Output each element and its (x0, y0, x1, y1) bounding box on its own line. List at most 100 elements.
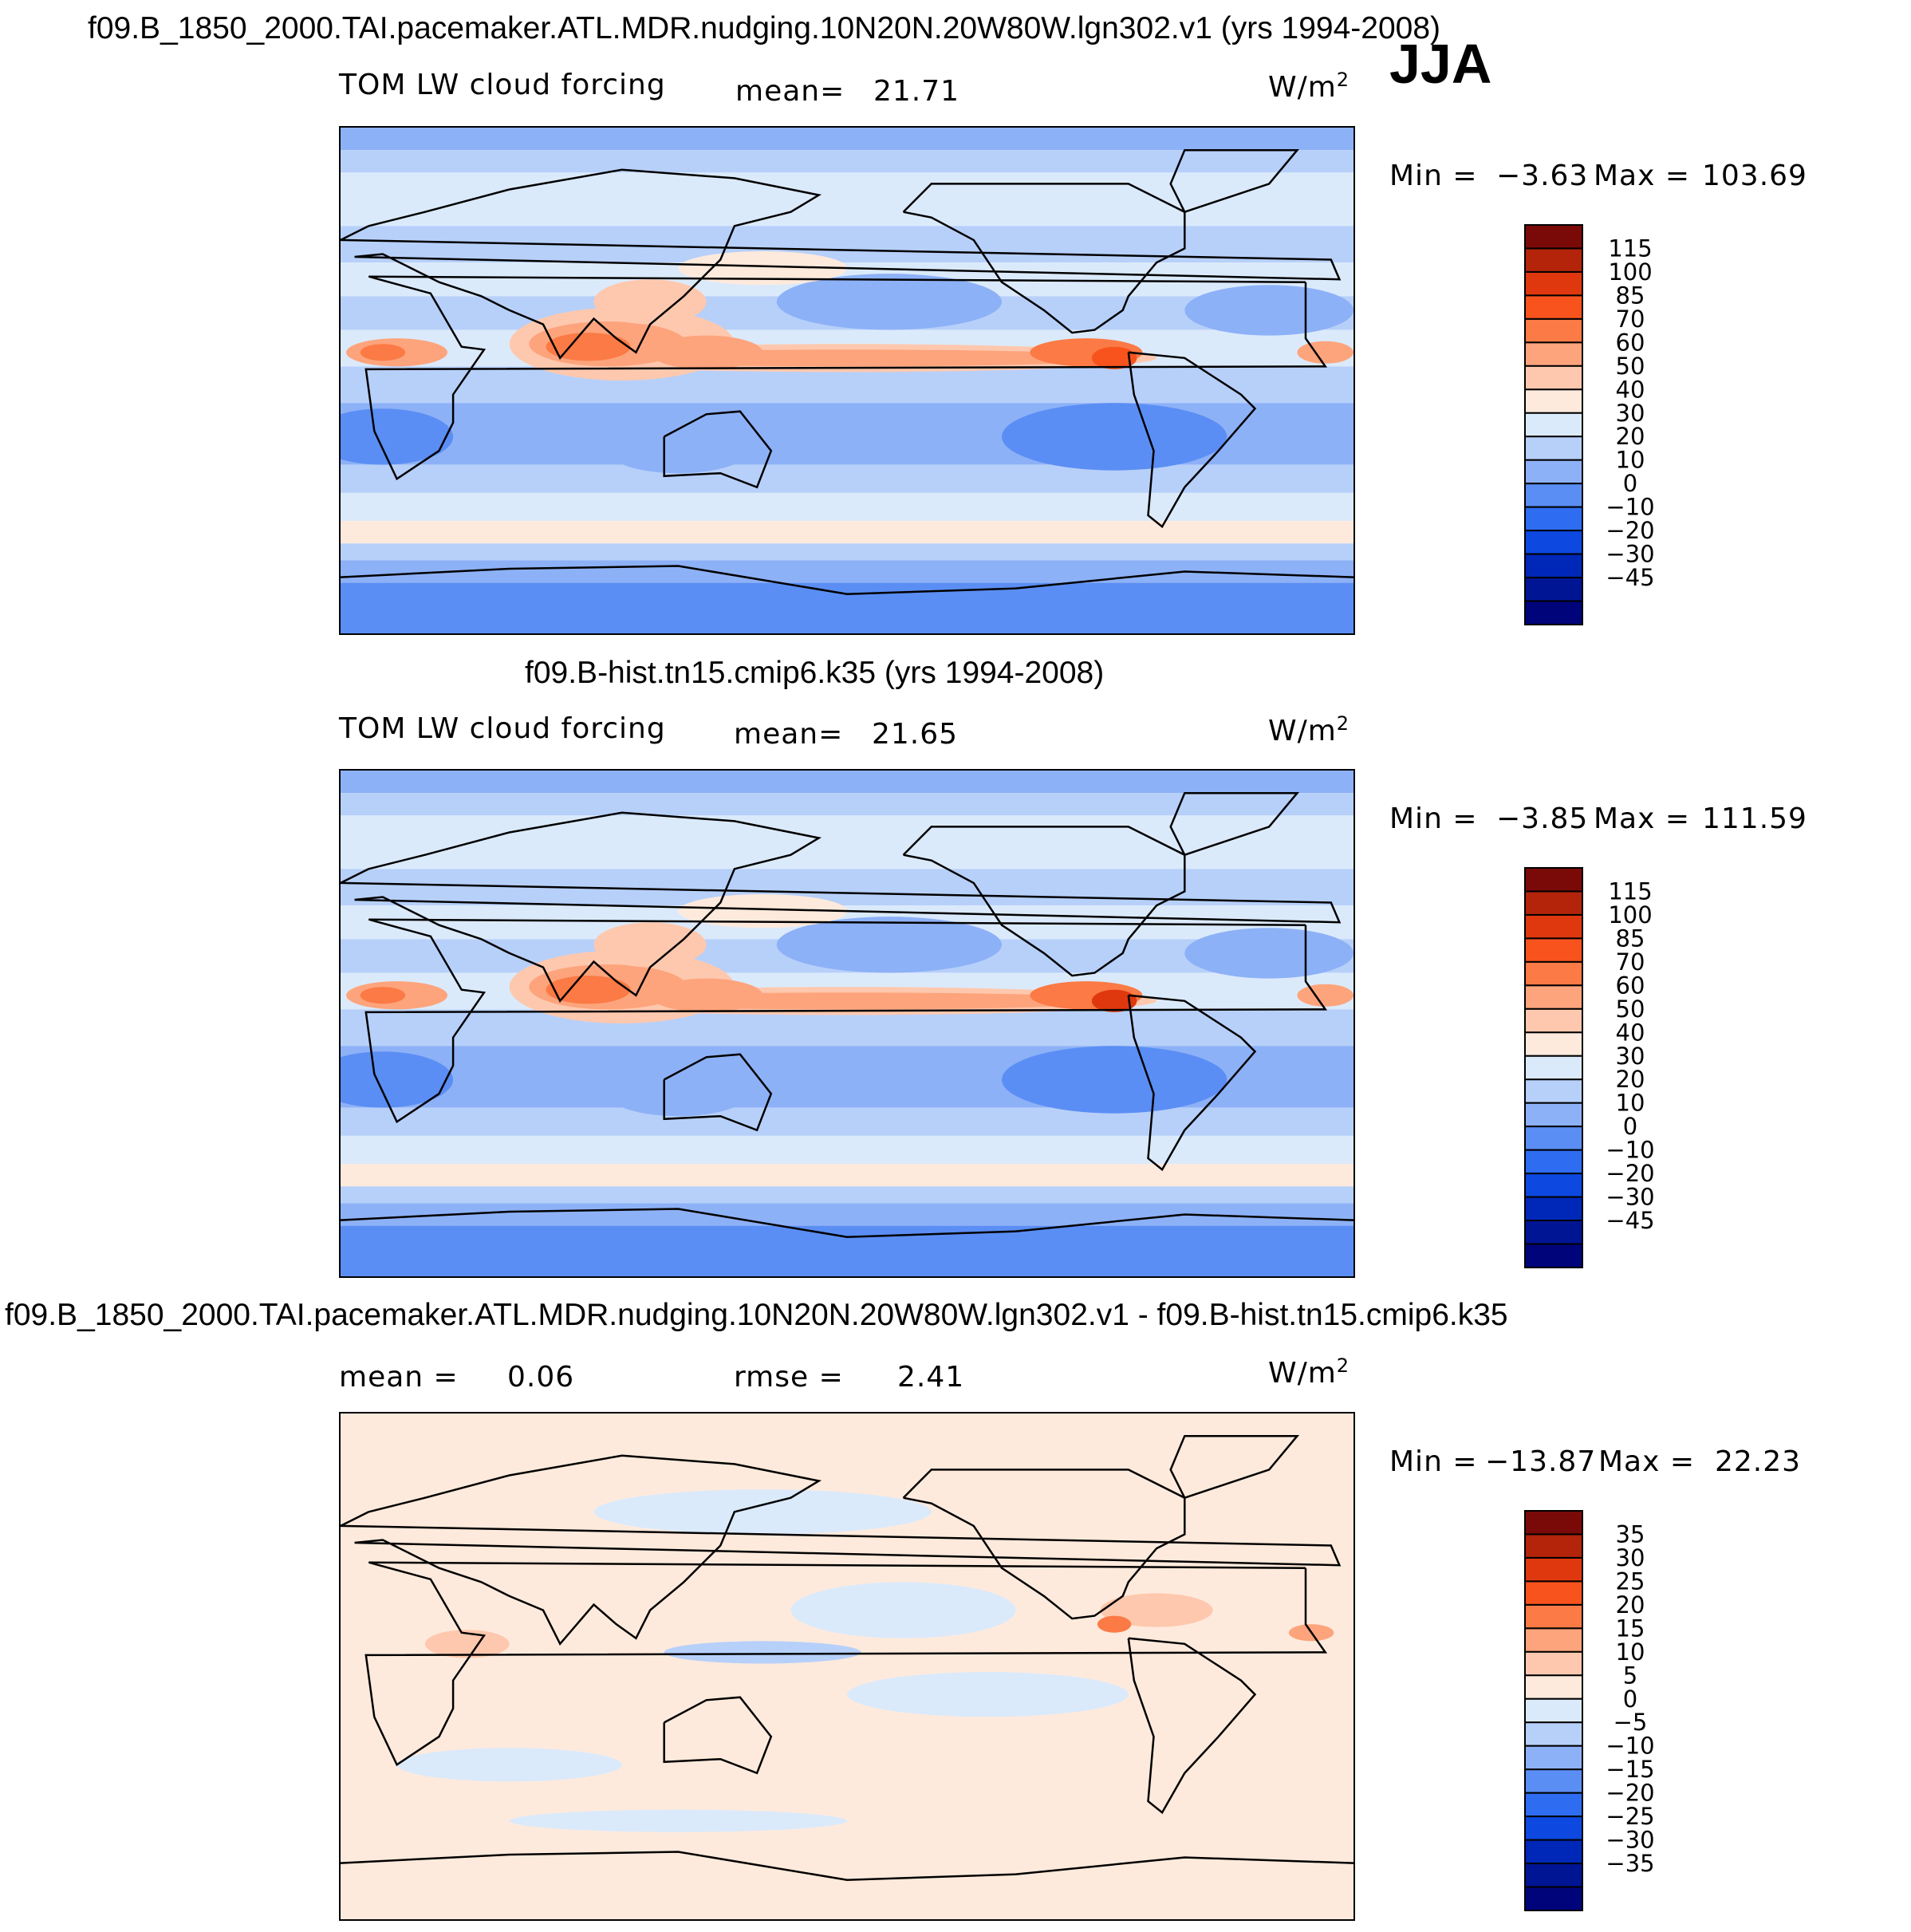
field-contour (593, 1489, 932, 1535)
field-band (341, 1009, 1353, 1047)
panel-1-units: W/m2 (1268, 69, 1350, 104)
colorbar-box (1524, 1126, 1583, 1151)
colorbar-box (1524, 1650, 1583, 1677)
colorbar-box (1524, 1031, 1583, 1057)
field-contour (424, 1630, 510, 1658)
colorbar-tick-label: 10 (1616, 447, 1645, 474)
colorbar-tick-label: 10 (1616, 1638, 1645, 1666)
colorbar-box (1524, 984, 1583, 1010)
colorbar-tick-label: −45 (1606, 1207, 1654, 1234)
colorbar-box (1524, 247, 1583, 273)
colorbar-tick-label: 30 (1616, 1544, 1645, 1571)
colorbar-box (1524, 1078, 1583, 1104)
panel-3-units-exp: 2 (1336, 1354, 1350, 1377)
coastline (1127, 1637, 1257, 1815)
field-contour (1091, 989, 1137, 1012)
field-band (341, 793, 1353, 816)
field-band (341, 366, 1353, 404)
colorbar-tick-label: 20 (1616, 423, 1645, 450)
field-contour (1002, 1046, 1227, 1114)
panel-2-max-label: Max = (1594, 802, 1691, 835)
field-band (341, 1164, 1353, 1187)
field-contour (608, 428, 749, 474)
colorbar-box (1524, 224, 1583, 250)
field-band (341, 492, 1353, 522)
coastline (1169, 148, 1300, 213)
colorbar-tick-label: 20 (1616, 1591, 1645, 1619)
panel-2-units-exp: 2 (1336, 712, 1350, 735)
coastline (341, 565, 1353, 595)
colorbar-box (1524, 1697, 1583, 1724)
colorbar-tick-label: −30 (1606, 541, 1654, 568)
colorbar-box (1524, 1816, 1583, 1841)
colorbar-box (1524, 1886, 1583, 1912)
field-contour (341, 1051, 454, 1108)
colorbar-tick-label: −10 (1606, 1733, 1654, 1760)
colorbar-tick-label: 60 (1616, 329, 1645, 356)
field-contour (1002, 403, 1227, 471)
colorbar-tick-label: −20 (1606, 517, 1654, 544)
panel-2-variable: TOM LW cloud forcing (339, 712, 666, 745)
colorbar-tick-label: −20 (1606, 1780, 1654, 1807)
colorbar-box (1524, 341, 1583, 367)
coastline (902, 183, 1186, 334)
field-band (341, 172, 1353, 227)
colorbar-tick-label: 100 (1608, 901, 1652, 929)
panel-3-min-value: −13.87 (1485, 1445, 1597, 1478)
colorbar-box (1524, 1627, 1583, 1653)
panel-2-case-title: f09.B-hist.tn15.cmip6.k35 (yrs 1994-2008… (525, 656, 1105, 690)
colorbar-tick-label: 70 (1616, 306, 1645, 333)
field-band (341, 543, 1353, 561)
colorbar-tick-label: 0 (1623, 1686, 1637, 1713)
coastline (364, 275, 1328, 481)
colorbar-tick-label: −30 (1606, 1827, 1654, 1854)
coastline (902, 1469, 1186, 1620)
field-contour (1097, 1615, 1132, 1633)
colorbar-tick-label: 50 (1616, 353, 1645, 380)
field-contour (1100, 1593, 1213, 1627)
colorbar-tick-label: 40 (1616, 376, 1645, 403)
field-contour (1091, 346, 1137, 369)
colorbar-box (1524, 867, 1583, 893)
colorbar-box (1524, 1674, 1583, 1700)
colorbar-box (1524, 459, 1583, 485)
field-contour (1184, 928, 1353, 979)
field-contour (608, 1070, 749, 1117)
colorbar-tick-label: 115 (1608, 877, 1652, 905)
panel-3-mean-value: 0.06 (507, 1361, 575, 1394)
colorbar-box (1524, 1863, 1583, 1888)
field-contour (776, 274, 1003, 330)
field-band (341, 1186, 1353, 1204)
coastline (341, 1454, 1342, 1646)
panel-1-case-title: f09.B_1850_2000.TAI.pacemaker.ATL.MDR.nu… (88, 11, 1441, 45)
colorbar-tick-label: −10 (1606, 1137, 1654, 1164)
colorbar-tick-label: 40 (1616, 1019, 1645, 1046)
coastline (364, 1561, 1328, 1767)
colorbar-tick-label: 35 (1616, 1520, 1645, 1548)
panel-3-min-label: Min = (1389, 1445, 1478, 1478)
colorbar-box (1524, 1556, 1583, 1583)
colorbar-box (1524, 577, 1583, 602)
colorbar-box (1524, 1580, 1583, 1606)
colorbar-tick-label: 70 (1616, 948, 1645, 976)
colorbar-tick-label: 5 (1623, 1662, 1637, 1689)
season-label: JJA (1389, 33, 1492, 95)
panel-1-min-value: −3.63 (1496, 160, 1589, 192)
panel-1-mean-label: mean= (735, 75, 845, 108)
colorbar-box (1524, 913, 1583, 940)
colorbar-box (1524, 1196, 1583, 1222)
colorbar-tick-label: −45 (1606, 564, 1654, 591)
colorbar-tick-label: 60 (1616, 972, 1645, 999)
field-contour (776, 917, 1003, 973)
panel-3-rmse-label: rmse = (734, 1361, 844, 1394)
colorbar-box (1524, 1792, 1583, 1818)
colorbar-box (1524, 1220, 1583, 1245)
coastline (341, 1851, 1353, 1881)
colorbar-tick-label: 25 (1616, 1567, 1645, 1595)
colorbar-box (1524, 1721, 1583, 1747)
colorbar-tick-label: 85 (1616, 925, 1645, 952)
colorbar-box (1524, 1839, 1583, 1865)
colorbar-box (1524, 270, 1583, 297)
panel-2-mean-value: 21.65 (872, 718, 959, 751)
